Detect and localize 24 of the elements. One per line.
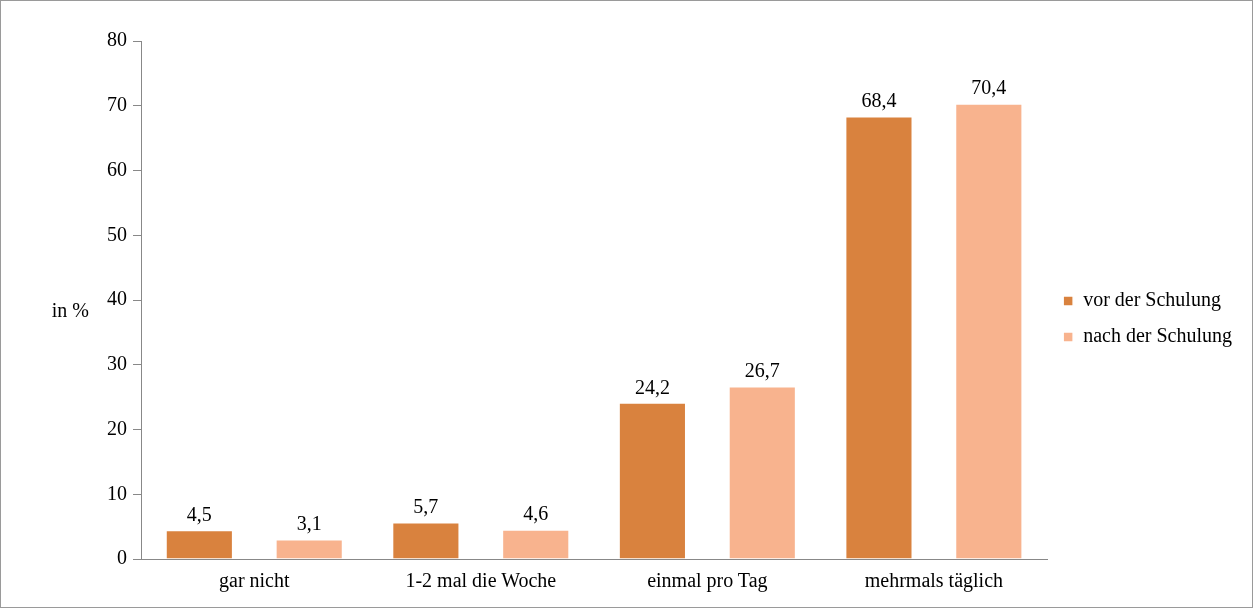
y-tick-label: 70 [107,93,127,115]
x-tick-label: 1-2 mal die Woche [405,569,557,592]
x-tick-label: gar nicht [219,569,290,593]
legend-label: vor der Schulung [1083,288,1221,312]
y-tick-label: 80 [107,28,127,51]
data-label: 3,1 [296,512,322,535]
data-label: 4,5 [186,503,212,526]
x-tick-label: einmal pro Tag [647,569,768,593]
data-label: 5,7 [413,495,439,518]
legend-label: nach der Schulung [1083,324,1233,348]
y-axis-title: in % [51,299,89,322]
y-tick-label: 50 [107,222,127,245]
y-tick-label: 60 [107,157,127,180]
data-label: 24,2 [634,375,670,398]
x-tick-label: mehrmals täglich [864,569,1004,593]
y-tick-label: 20 [107,416,127,439]
y-tick-label: 10 [107,481,127,504]
data-label: 26,7 [744,359,780,382]
data-label: 4,6 [523,502,549,525]
data-label: 70,4 [971,76,1007,99]
y-tick-label: 30 [107,352,127,374]
y-tick-label: 0 [117,546,127,569]
data-label: 68,4 [861,89,897,112]
y-tick-label: 40 [107,287,127,310]
